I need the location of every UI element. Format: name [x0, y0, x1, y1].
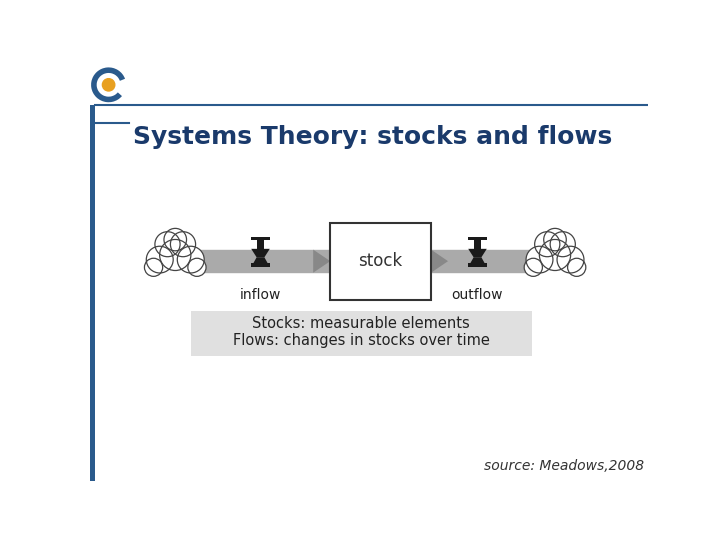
Text: stock: stock [359, 252, 402, 270]
Circle shape [535, 232, 560, 256]
Circle shape [146, 246, 174, 273]
Circle shape [557, 246, 584, 273]
Circle shape [155, 232, 180, 256]
Circle shape [145, 258, 163, 276]
Bar [468, 237, 487, 240]
Polygon shape [253, 257, 269, 264]
Text: Stocks: measurable elements: Stocks: measurable elements [253, 316, 470, 331]
Circle shape [544, 228, 567, 251]
Polygon shape [431, 249, 448, 273]
Bar [468, 262, 487, 267]
Circle shape [550, 232, 575, 256]
Text: outflow: outflow [451, 288, 503, 302]
Bar [251, 262, 270, 267]
Circle shape [567, 258, 586, 276]
Polygon shape [313, 249, 330, 273]
Circle shape [171, 232, 196, 256]
Circle shape [177, 246, 204, 273]
Polygon shape [106, 97, 114, 102]
Text: Systems Theory: stocks and flows: Systems Theory: stocks and flows [132, 125, 612, 149]
Polygon shape [90, 105, 96, 481]
Bar [191, 311, 532, 356]
Circle shape [160, 239, 191, 271]
Text: inflow: inflow [240, 288, 282, 302]
Bar [330, 222, 431, 300]
Circle shape [539, 239, 571, 271]
Circle shape [526, 246, 553, 273]
Polygon shape [468, 249, 487, 257]
Circle shape [102, 79, 114, 91]
Circle shape [188, 258, 206, 276]
Polygon shape [469, 257, 485, 264]
Bar [258, 240, 264, 249]
Bar [251, 237, 270, 240]
Circle shape [164, 228, 186, 251]
Circle shape [524, 258, 542, 276]
Text: Flows: changes in stocks over time: Flows: changes in stocks over time [233, 333, 490, 348]
Polygon shape [251, 249, 270, 257]
Text: source: Meadows,2008: source: Meadows,2008 [484, 459, 644, 473]
Bar [474, 240, 481, 249]
